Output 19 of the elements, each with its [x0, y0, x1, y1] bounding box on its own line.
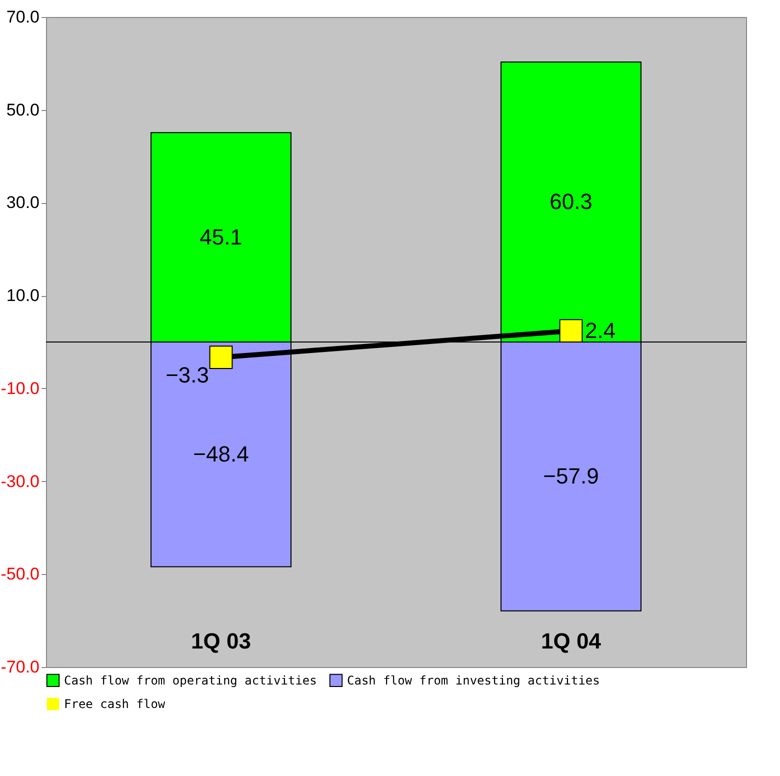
data-label: 2.4 — [585, 318, 616, 343]
data-label: −57.9 — [543, 463, 599, 488]
y-tick-label: -30.0 — [0, 472, 40, 491]
y-tick-label: -70.0 — [0, 658, 40, 676]
legend-label: Free cash flow — [64, 697, 166, 711]
legend-label: Cash flow from operating activities — [64, 673, 317, 688]
x-tick-label: 1Q 03 — [191, 628, 251, 654]
y-tick-label: 10.0 — [6, 286, 40, 306]
y-tick-label: 30.0 — [6, 193, 40, 212]
data-label: −48.4 — [193, 441, 249, 466]
y-tick-label: -50.0 — [0, 564, 40, 584]
y-tick-label: -10.0 — [0, 378, 40, 398]
data-label: 45.1 — [200, 224, 242, 250]
legend-label: Cash flow from investing activities — [347, 673, 600, 688]
y-tick-label: 70.0 — [6, 8, 40, 26]
y-tick-label: 50.0 — [6, 100, 40, 120]
data-label: 60.3 — [550, 189, 592, 214]
x-tick-label: 1Q 04 — [541, 628, 602, 654]
data-label: −3.3 — [166, 362, 209, 388]
